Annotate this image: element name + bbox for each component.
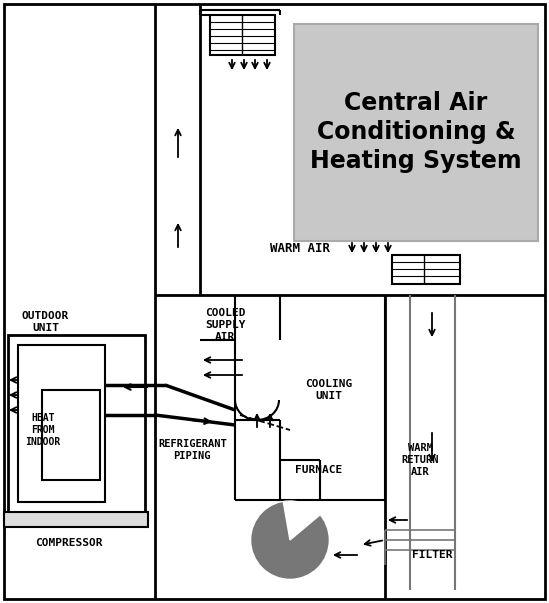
Text: COOLING
UNIT: COOLING UNIT <box>305 379 352 401</box>
Polygon shape <box>4 512 148 527</box>
Text: COMPRESSOR: COMPRESSOR <box>35 538 103 548</box>
Text: FURNACE: FURNACE <box>295 465 342 475</box>
FancyBboxPatch shape <box>294 24 538 241</box>
Text: FILTER: FILTER <box>412 550 452 560</box>
Text: WARM AIR: WARM AIR <box>270 241 330 254</box>
Text: HEAT
FROM
INDOOR: HEAT FROM INDOOR <box>25 414 60 447</box>
Text: OUTDOOR
UNIT: OUTDOOR UNIT <box>22 311 69 333</box>
Text: COOLED
SUPPLY
AIR: COOLED SUPPLY AIR <box>205 308 245 342</box>
Text: REFRIGERANT
PIPING: REFRIGERANT PIPING <box>158 439 227 461</box>
Wedge shape <box>283 501 320 540</box>
Text: WARM
RETURN
AIR: WARM RETURN AIR <box>401 443 439 476</box>
Text: COOLED AIR: COOLED AIR <box>300 60 375 72</box>
Text: Central Air
Conditioning &
Heating System: Central Air Conditioning & Heating Syste… <box>310 91 522 172</box>
Circle shape <box>252 502 328 578</box>
